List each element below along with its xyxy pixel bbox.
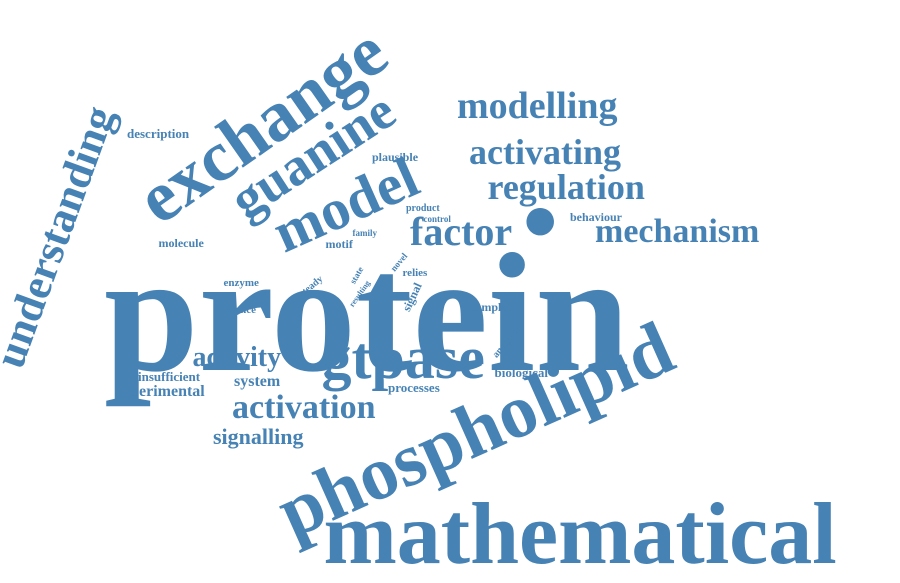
dot-decoration: ● — [524, 199, 556, 240]
word-experimental: experimental — [115, 383, 205, 400]
word-mathematical: mathematical — [323, 486, 837, 583]
word-behaviour: behaviour — [570, 210, 623, 224]
word-molecule: molecule — [158, 236, 204, 250]
word-mechanism: mechanism — [595, 213, 760, 250]
word-product: product — [406, 203, 440, 214]
word-relies: relies — [402, 266, 428, 279]
word-complete: complete — [470, 300, 516, 314]
word-plausible: plausible — [372, 150, 419, 164]
word-motif: motif — [325, 237, 353, 251]
word-regulation: regulation — [487, 167, 645, 207]
word-biological: biological — [494, 364, 548, 380]
word-activating: activating — [469, 132, 621, 172]
word-activation: activation — [232, 389, 376, 426]
word-family: family — [352, 227, 378, 238]
word-description: description — [127, 125, 190, 141]
word-balance: balance — [220, 303, 257, 316]
word-modelling: modelling — [457, 85, 618, 127]
word-signalling: signalling — [213, 424, 304, 449]
word-processes: processes — [388, 379, 440, 395]
word-enzyme: enzyme — [223, 276, 259, 289]
word-system: system — [234, 373, 281, 390]
word-activity: activity — [192, 342, 282, 373]
word-protein: protein — [104, 219, 630, 407]
word-gtpase: gtpase — [321, 325, 485, 391]
word-factor: factor — [410, 209, 513, 254]
word-insufficient: insufficient — [138, 368, 201, 384]
word-control: control — [423, 213, 451, 224]
